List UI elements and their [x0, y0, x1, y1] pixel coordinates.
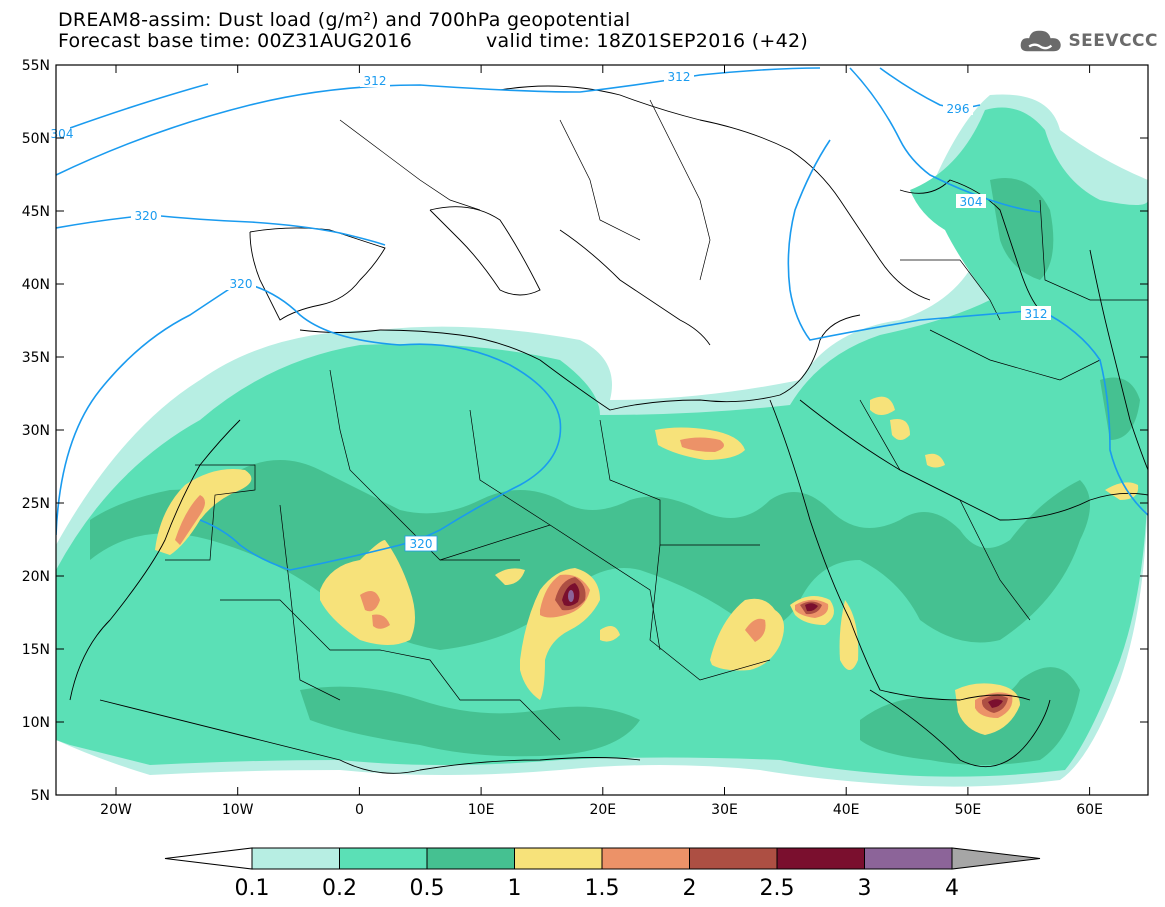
colorbar-label: 1.5 — [585, 876, 620, 901]
lon-tick-label: 50E — [955, 802, 982, 818]
lat-tick-label: 10N — [22, 715, 50, 731]
lat-tick-label: 15N — [22, 642, 50, 658]
contour-label-312-east: 312 — [668, 70, 691, 84]
colorbar-swatch — [689, 847, 778, 870]
colorbar-label: 0.5 — [410, 876, 445, 901]
lat-tick-label: 25N — [22, 496, 50, 512]
colorbar-swatch — [864, 847, 953, 870]
colorbar-swatch — [251, 847, 340, 870]
cloud-icon — [1020, 30, 1061, 52]
lat-tick-label: 35N — [22, 350, 50, 366]
latitude-axis: 55N 50N 45N 40N 35N 30N 25N 20N 15N 10N 5N — [22, 58, 1148, 804]
lat-tick-label: 5N — [31, 788, 50, 804]
coastlines — [69, 85, 1148, 774]
lon-tick-label: 20E — [589, 802, 616, 818]
colorbar-label: 0.1 — [235, 876, 270, 901]
colorbar-label: 0.2 — [322, 876, 357, 901]
dust-field — [56, 67, 1148, 787]
logo-text: SEEVCCC — [1068, 31, 1158, 51]
valid-time: valid time: 18Z01SEP2016 (+42) — [486, 30, 809, 52]
lon-tick-label: 20W — [100, 802, 132, 818]
country-borders — [165, 99, 1148, 741]
colorbar-label: 1 — [508, 876, 522, 901]
colorbar-swatch — [339, 847, 428, 870]
lon-tick-label: 10W — [222, 802, 254, 818]
colorbar-under-arrow — [164, 847, 253, 870]
colorbar-label: 2 — [683, 876, 697, 901]
longitude-axis: 20W 10W 0 10E 20E 30E 40E 50E 60E — [100, 65, 1103, 818]
colorbar: 0.1 0.2 0.5 1 1.5 2 2.5 3 4 — [164, 847, 1041, 901]
lon-tick-label: 60E — [1076, 802, 1103, 818]
seevccc-logo: SEEVCCC — [1018, 24, 1158, 58]
lat-tick-label: 20N — [22, 569, 50, 585]
contour-label-304-east: 304 — [960, 195, 983, 209]
dust-level-3-region — [568, 590, 574, 602]
colorbar-label: 2.5 — [760, 876, 795, 901]
contour-label-320-sahara: 320 — [410, 537, 433, 551]
contour-label-312-iran: 312 — [1025, 307, 1048, 321]
contour-label-320-west: 320 — [135, 209, 158, 223]
lat-tick-label: 55N — [22, 58, 50, 74]
colorbar-swatch — [601, 847, 690, 870]
contour-label-320-iberia: 320 — [230, 277, 253, 291]
contour-label-312-north: 312 — [364, 74, 387, 88]
lat-tick-label: 45N — [22, 204, 50, 220]
lon-tick-label: 30E — [711, 802, 738, 818]
map-title: DREAM8-assim: Dust load (g/m²) and 700hP… — [58, 9, 631, 31]
colorbar-swatch — [514, 847, 603, 870]
contour-label-296: 296 — [947, 102, 970, 116]
lon-tick-label: 0 — [355, 802, 364, 818]
colorbar-swatch — [776, 847, 865, 870]
lat-tick-label: 30N — [22, 423, 50, 439]
contour-label-304-west: 304 — [51, 127, 74, 141]
colorbar-over-arrow — [951, 847, 1041, 870]
lat-tick-label: 40N — [22, 277, 50, 293]
lon-tick-label: 10E — [468, 802, 495, 818]
lon-tick-label: 40E — [833, 802, 860, 818]
forecast-base-time: Forecast base time: 00Z31AUG2016 — [58, 30, 413, 52]
colorbar-swatch — [426, 847, 515, 870]
geopotential-contours — [56, 67, 1148, 571]
contour-labels: 304 312 312 296 304 320 320 312 320 — [51, 69, 1051, 552]
colorbar-label: 4 — [945, 876, 959, 901]
lat-tick-label: 50N — [22, 131, 50, 147]
colorbar-label: 3 — [858, 876, 872, 901]
